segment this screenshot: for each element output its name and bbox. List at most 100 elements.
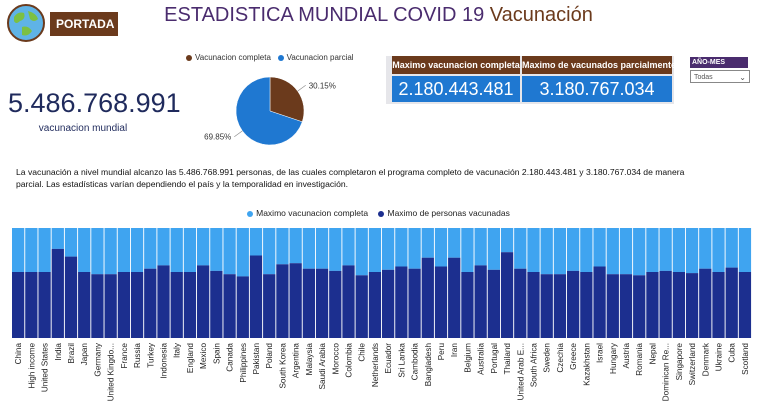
bar-vaccinated[interactable] [606, 274, 619, 338]
bar-complete[interactable] [659, 228, 672, 271]
bar-complete[interactable] [500, 228, 514, 253]
bar-complete[interactable] [342, 228, 355, 266]
bar-vaccinated[interactable] [236, 276, 249, 338]
bar-vaccinated[interactable] [144, 268, 157, 338]
bar-vaccinated[interactable] [633, 275, 646, 338]
bar-complete[interactable] [355, 228, 368, 276]
bar-vaccinated[interactable] [130, 272, 144, 338]
pie-slice-partial[interactable] [235, 76, 303, 146]
bar-complete[interactable] [619, 228, 633, 275]
bar-vaccinated[interactable] [619, 274, 633, 338]
bar-complete[interactable] [540, 228, 553, 275]
bar-complete[interactable] [263, 228, 276, 275]
bar-complete[interactable] [64, 228, 78, 257]
bar-vaccinated[interactable] [500, 252, 514, 338]
bar-vaccinated[interactable] [302, 268, 316, 338]
bar-complete[interactable] [474, 228, 487, 266]
bar-complete[interactable] [567, 228, 580, 271]
bar-complete[interactable] [329, 228, 342, 271]
bar-vaccinated[interactable] [421, 257, 434, 338]
bar-complete[interactable] [183, 228, 197, 272]
bar-complete[interactable] [461, 228, 474, 272]
bar-complete[interactable] [78, 228, 91, 272]
bar-vaccinated[interactable] [382, 269, 395, 338]
bar-vaccinated[interactable] [408, 268, 421, 338]
bar-complete[interactable] [421, 228, 434, 258]
bar-vaccinated[interactable] [263, 274, 276, 338]
bar-complete[interactable] [395, 228, 408, 267]
bar-vaccinated[interactable] [249, 255, 263, 339]
bar-vaccinated[interactable] [567, 270, 580, 338]
bar-vaccinated[interactable] [593, 266, 606, 339]
bar-complete[interactable] [685, 228, 699, 274]
bar-complete[interactable] [725, 228, 738, 268]
bar-vaccinated[interactable] [25, 272, 38, 338]
bar-complete[interactable] [276, 228, 289, 265]
bar-complete[interactable] [606, 228, 619, 275]
bar-vaccinated[interactable] [197, 265, 210, 338]
bar-complete[interactable] [289, 228, 302, 264]
bar-vaccinated[interactable] [646, 272, 659, 338]
bar-complete[interactable] [130, 228, 144, 272]
bar-vaccinated[interactable] [104, 274, 117, 338]
bar-complete[interactable] [699, 228, 712, 269]
bar-complete[interactable] [593, 228, 606, 267]
bar-vaccinated[interactable] [685, 273, 699, 338]
bar-complete[interactable] [514, 228, 527, 269]
bar-complete[interactable] [580, 228, 593, 272]
bar-vaccinated[interactable] [553, 274, 567, 338]
year-month-slicer[interactable]: Todas ⌄ [690, 70, 750, 83]
bar-vaccinated[interactable] [329, 270, 342, 338]
bar-vaccinated[interactable] [223, 274, 236, 338]
bar-vaccinated[interactable] [368, 272, 382, 338]
bar-complete[interactable] [197, 228, 210, 266]
bar-vaccinated[interactable] [342, 265, 355, 338]
bar-complete[interactable] [104, 228, 117, 275]
bar-complete[interactable] [527, 228, 540, 272]
bar-vaccinated[interactable] [659, 270, 672, 338]
bar-complete[interactable] [157, 228, 170, 266]
bar-complete[interactable] [223, 228, 236, 275]
bar-complete[interactable] [434, 228, 448, 267]
bar-vaccinated[interactable] [276, 264, 289, 338]
bar-vaccinated[interactable] [170, 272, 183, 338]
bar-vaccinated[interactable] [395, 266, 408, 339]
bar-vaccinated[interactable] [315, 268, 329, 338]
portada-button[interactable]: PORTADA [50, 12, 118, 36]
bar-vaccinated[interactable] [157, 265, 170, 338]
bar-vaccinated[interactable] [699, 268, 712, 338]
bar-complete[interactable] [302, 228, 316, 269]
bar-vaccinated[interactable] [527, 272, 540, 338]
bar-complete[interactable] [12, 228, 25, 272]
bar-complete[interactable] [368, 228, 382, 272]
bar-complete[interactable] [738, 228, 752, 272]
bar-vaccinated[interactable] [183, 272, 197, 338]
bar-complete[interactable] [144, 228, 157, 269]
bar-vaccinated[interactable] [712, 272, 725, 338]
bar-complete[interactable] [553, 228, 567, 275]
bar-vaccinated[interactable] [434, 266, 448, 339]
bar-vaccinated[interactable] [64, 256, 78, 338]
bar-vaccinated[interactable] [725, 267, 738, 338]
bar-complete[interactable] [51, 228, 64, 249]
bar-vaccinated[interactable] [448, 257, 461, 338]
bar-vaccinated[interactable] [78, 272, 91, 338]
bar-vaccinated[interactable] [38, 272, 51, 338]
bar-vaccinated[interactable] [355, 275, 368, 338]
bar-vaccinated[interactable] [487, 269, 501, 338]
bar-complete[interactable] [117, 228, 131, 272]
bar-complete[interactable] [25, 228, 38, 272]
bar-vaccinated[interactable] [289, 263, 302, 338]
bar-complete[interactable] [382, 228, 395, 270]
bar-complete[interactable] [672, 228, 686, 272]
bar-complete[interactable] [646, 228, 659, 272]
bar-complete[interactable] [712, 228, 725, 272]
bar-vaccinated[interactable] [738, 272, 752, 338]
bar-vaccinated[interactable] [91, 274, 104, 338]
bar-complete[interactable] [487, 228, 501, 270]
bar-complete[interactable] [38, 228, 51, 272]
bar-vaccinated[interactable] [514, 268, 527, 338]
bar-vaccinated[interactable] [540, 274, 553, 338]
bar-complete[interactable] [210, 228, 223, 271]
bar-complete[interactable] [236, 228, 249, 277]
